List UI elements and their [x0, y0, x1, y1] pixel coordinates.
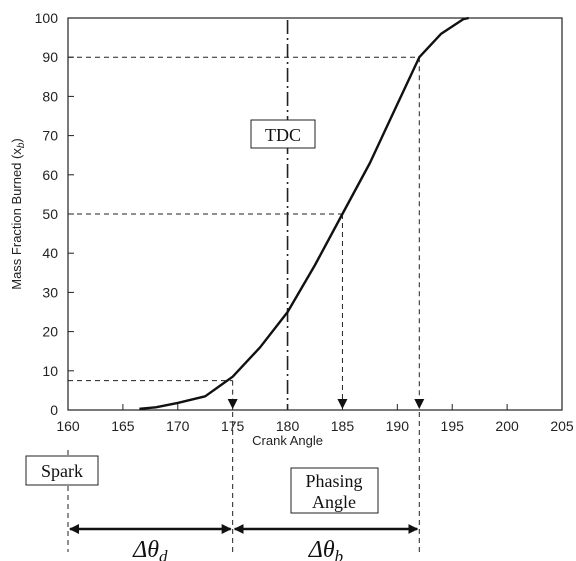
x-tick-label: 185 — [331, 418, 355, 434]
curve-layer — [139, 16, 469, 410]
y-tick-label: 60 — [42, 167, 58, 183]
spark-label-box — [25, 455, 99, 486]
delta-theta-d-label: Δθd — [132, 537, 168, 561]
burn-curve — [139, 16, 469, 410]
x-tick-label: 190 — [386, 418, 410, 434]
x-tick-label: 195 — [441, 418, 465, 434]
x-tick-label: 200 — [495, 418, 519, 434]
y-tick-label: 70 — [42, 128, 58, 144]
spark-label: Spark — [41, 461, 83, 481]
delta-theta-b-label: Δθb — [308, 537, 343, 561]
tdc-label: TDC — [265, 125, 301, 145]
y-tick-label: 30 — [42, 284, 58, 300]
y-tick-label: 40 — [42, 245, 58, 261]
y-tick-label: 0 — [50, 402, 58, 418]
y-tick-label: 50 — [42, 206, 58, 222]
x-tick-label: 180 — [276, 418, 300, 434]
y-tick-label: 20 — [42, 324, 58, 340]
reference-lines — [67, 20, 425, 552]
phasing-label-line2: Angle — [312, 492, 356, 512]
tdc-label-box — [250, 119, 316, 149]
y-tick-label: 80 — [42, 88, 58, 104]
phasing-label-box — [290, 467, 379, 514]
phasing-label-line1: Phasing — [305, 471, 362, 491]
x-tick-label: 165 — [111, 418, 135, 434]
x-tick-label: 160 — [56, 418, 80, 434]
y-tick-label: 100 — [35, 10, 59, 26]
y-tick-label: 10 — [42, 363, 58, 379]
y-tick-label: 90 — [42, 49, 58, 65]
x-axis-title: Crank Angle — [252, 433, 323, 448]
x-tick-label: 205 — [550, 418, 574, 434]
x-tick-label: 170 — [166, 418, 190, 434]
y-axis-title: Mass Fraction Burned (xb) — [9, 138, 27, 290]
